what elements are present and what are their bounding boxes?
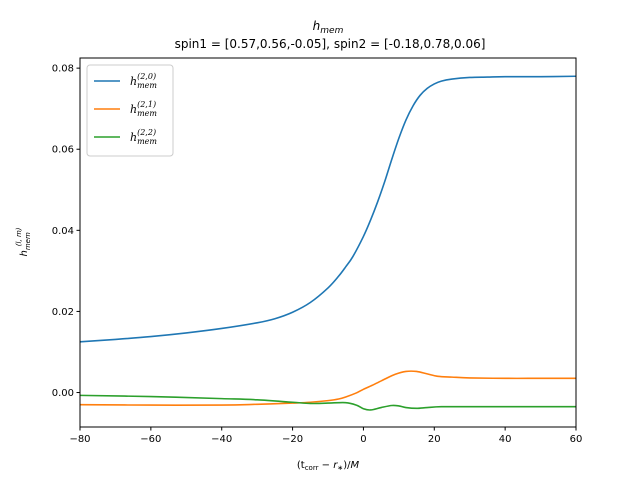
chart-title-sub: mem: [320, 26, 343, 36]
x-tick-label: 0: [360, 434, 366, 445]
x-tick-label: 60: [570, 434, 583, 445]
y-tick-label: 0.04: [52, 226, 74, 237]
legend-box: [86, 64, 174, 157]
chart-subtitle: spin1 = [0.57,0.56,-0.05], spin2 = [-0.1…: [175, 37, 486, 51]
series-line-20: [79, 75, 577, 343]
axes-frame: [79, 57, 577, 428]
x-tick-label: 20: [428, 434, 441, 445]
chart-title: hmem: [313, 19, 344, 36]
y-tick-label: 0.02: [52, 307, 74, 318]
y-axis-label: hmem(l, m): [15, 227, 32, 256]
y-tick-label: 0.00: [52, 388, 74, 399]
x-tick-label: 40: [499, 434, 512, 445]
x-tick-label: −80: [69, 434, 90, 445]
y-tick-label: 0.08: [52, 64, 74, 75]
x-axis-label: (tcorr − r∗)/M: [297, 460, 360, 472]
svg-text:hmem(l, m): hmem(l, m): [15, 227, 32, 256]
series-line-22: [79, 394, 576, 411]
x-tick-label: −60: [140, 434, 161, 445]
y-axis: 0.00 0.02 0.04 0.06 0.08: [52, 64, 80, 399]
series-line-21: [79, 370, 576, 406]
legend: h(2,0) mem h(2,1) mem h(2,2) mem: [86, 64, 174, 157]
legend-label: h(2,1) mem: [130, 100, 157, 118]
x-tick-label: −40: [211, 434, 232, 445]
legend-label: h(2,2) mem: [130, 128, 157, 146]
x-axis: −80 −60 −40 −20 0 20 40 60: [69, 427, 582, 445]
series-layer: [79, 75, 577, 411]
legend-label: h(2,0) mem: [130, 72, 157, 90]
y-tick-label: 0.06: [52, 145, 74, 156]
plot-area: [79, 57, 577, 428]
x-tick-label: −20: [282, 434, 303, 445]
chart-title-main: h: [313, 19, 321, 33]
